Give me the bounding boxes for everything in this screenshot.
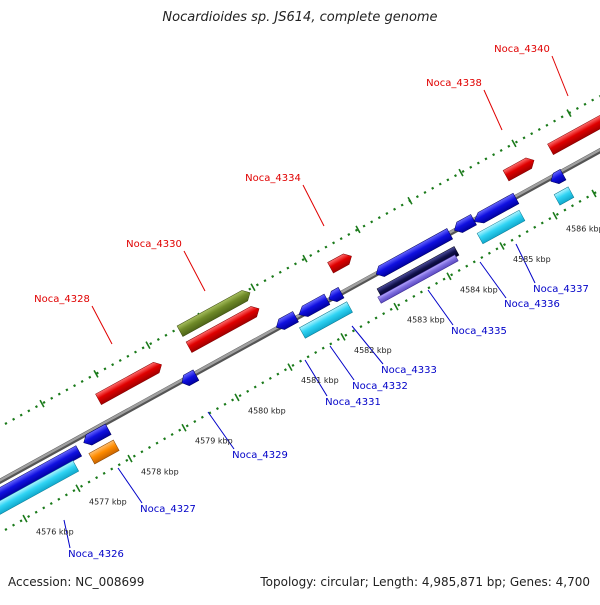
leader-line: [117, 467, 143, 504]
gene-label-bottom[interactable]: Noca_4335: [451, 326, 507, 337]
leader-line: [63, 519, 71, 549]
gene-feature-top-3[interactable]: [185, 303, 262, 353]
gene-feature-bottom-17[interactable]: [553, 186, 575, 206]
gene-feature-top-1[interactable]: [95, 359, 165, 405]
inner-major-tick: [499, 242, 505, 250]
outer-dotted-track: [4, 95, 600, 425]
gene-label-bottom[interactable]: Noca_4332: [352, 381, 408, 392]
inner-major-tick: [181, 423, 187, 432]
gene-feature-top-4[interactable]: [327, 251, 355, 274]
map-title: Nocardioides sp. JS614, complete genome: [162, 10, 438, 25]
leader-line: [304, 359, 328, 397]
leader-line: [515, 243, 536, 284]
gene-label-top[interactable]: Noca_4340: [494, 44, 550, 55]
inner-major-tick: [340, 332, 346, 341]
inner-major-tick: [591, 189, 597, 198]
gene-feature-bottom-11[interactable]: [376, 246, 460, 298]
kbp-tick-label: 4584 kbp: [460, 285, 498, 294]
leader-line: [207, 411, 235, 450]
leader-line: [183, 250, 206, 292]
inner-major-tick: [446, 272, 452, 281]
outer-major-tick: [566, 109, 572, 117]
outer-major-tick: [39, 399, 45, 408]
kbp-tick-label: 4586 kbp: [566, 225, 600, 234]
leader-line: [302, 184, 325, 227]
gene-label-top[interactable]: Noca_4328: [34, 294, 90, 305]
kbp-tick-label: 4577 kbp: [89, 497, 127, 506]
gene-feature-top-5[interactable]: [502, 155, 537, 182]
kbp-tick-label: 4585 kbp: [513, 255, 551, 264]
gene-feature-bottom-16[interactable]: [548, 169, 567, 186]
kbp-tick-label: 4583 kbp: [407, 316, 445, 325]
outer-major-tick: [250, 283, 256, 292]
gene-feature-bottom-7[interactable]: [296, 293, 331, 320]
outer-major-tick: [458, 168, 464, 177]
leader-line: [551, 55, 569, 97]
gene-label-bottom[interactable]: Noca_4336: [504, 299, 560, 310]
gene-feature-bottom-6[interactable]: [273, 311, 299, 332]
inner-major-tick: [22, 514, 28, 523]
gene-label-bottom[interactable]: Noca_4333: [381, 365, 437, 376]
gene-label-bottom[interactable]: Noca_4329: [232, 450, 288, 461]
outer-major-tick: [93, 369, 99, 378]
gene-feature-bottom-10[interactable]: [373, 228, 454, 280]
gene-feature-bottom-12[interactable]: [377, 254, 459, 304]
inner-dotted-track: [4, 189, 600, 531]
gene-feature-bottom-3[interactable]: [81, 423, 112, 448]
outer-major-tick: [355, 225, 361, 234]
gene-label-top[interactable]: Noca_4330: [126, 239, 182, 250]
gene-label-top[interactable]: Noca_4338: [426, 78, 482, 89]
outer-major-tick: [511, 139, 517, 148]
gene-label-bottom[interactable]: Noca_4337: [533, 284, 589, 295]
gene-feature-bottom-9[interactable]: [299, 301, 353, 339]
gene-label-bottom[interactable]: Noca_4326: [68, 549, 124, 560]
inner-major-tick: [127, 454, 133, 463]
outer-major-tick: [407, 196, 413, 205]
kbp-tick-label: 4579 kbp: [195, 437, 233, 446]
inner-major-tick: [75, 484, 81, 493]
gene-feature-bottom-5[interactable]: [179, 369, 200, 388]
genome-summary: Topology: circular; Length: 4,985,871 bp…: [260, 575, 590, 589]
leader-line: [351, 325, 384, 365]
leader-line: [427, 289, 454, 326]
gene-feature-bottom-15[interactable]: [476, 209, 526, 245]
kbp-tick-label: 4581 kbp: [301, 376, 339, 385]
gene-feature-top-2[interactable]: [176, 287, 253, 337]
inner-major-tick: [552, 211, 558, 220]
kbp-tick-label: 4576 kbp: [36, 528, 74, 537]
leader-line: [329, 345, 355, 381]
leader-line: [479, 261, 507, 299]
gene-feature-bottom-1[interactable]: [0, 445, 83, 505]
gene-feature-bottom-13[interactable]: [451, 214, 477, 235]
gene-feature-bottom-14[interactable]: [471, 192, 520, 227]
accession-label: Accession: NC_008699: [8, 575, 145, 589]
gene-label-top[interactable]: Noca_4334: [245, 173, 301, 184]
inner-major-tick: [393, 302, 399, 311]
gene-label-bottom[interactable]: Noca_4331: [325, 397, 381, 408]
inner-major-tick: [287, 363, 293, 372]
gene-feature-top-6[interactable]: [547, 109, 600, 155]
outer-major-tick: [302, 254, 308, 263]
gene-label-bottom[interactable]: Noca_4327: [140, 504, 196, 515]
kbp-tick-label: 4578 kbp: [141, 468, 179, 477]
gene-feature-bottom-2[interactable]: [0, 460, 80, 520]
gene-feature-bottom-4[interactable]: [88, 439, 120, 465]
leader-line: [91, 305, 113, 345]
leader-line: [483, 89, 503, 131]
kbp-tick-label: 4582 kbp: [354, 346, 392, 355]
outer-major-tick: [145, 341, 151, 350]
inner-major-tick: [234, 393, 240, 402]
kbp-tick-label: 4580 kbp: [248, 406, 286, 415]
gene-feature-bottom-8[interactable]: [326, 287, 345, 304]
